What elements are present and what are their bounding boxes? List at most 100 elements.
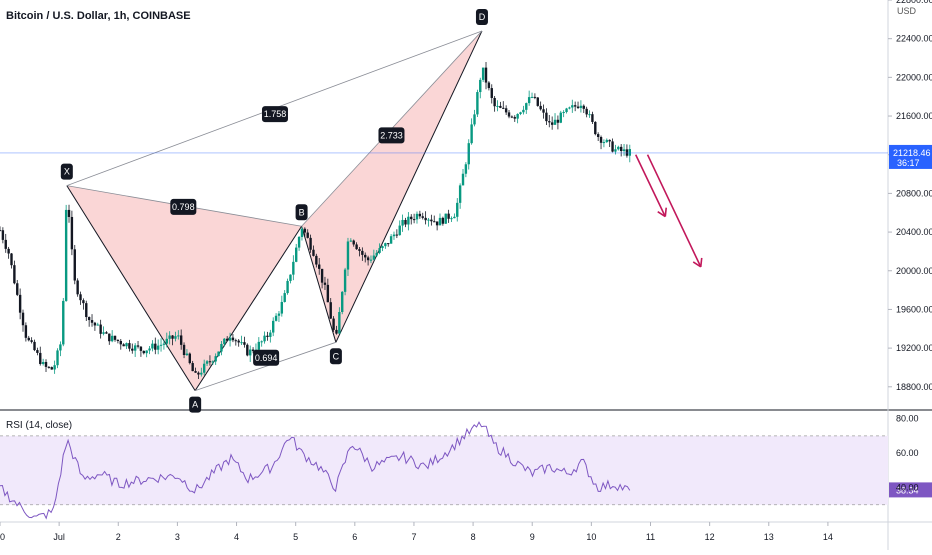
candle-body	[10, 253, 13, 266]
candle-body	[404, 219, 407, 225]
candle-body	[355, 244, 358, 250]
candle-body	[116, 339, 120, 341]
candle-body	[248, 349, 252, 356]
candle-body	[1, 230, 5, 240]
candle-body	[156, 345, 160, 350]
candle-body	[225, 338, 229, 341]
candle-body	[611, 141, 614, 152]
candle-body	[461, 173, 465, 186]
candle-body	[174, 336, 177, 339]
pattern-point-b-badge	[295, 204, 308, 221]
candle-body	[542, 109, 545, 113]
candle-body	[349, 240, 353, 242]
candle-body	[323, 282, 327, 285]
candle-body	[364, 254, 367, 258]
candle-body	[300, 228, 304, 238]
pattern-leg-xa	[66, 185, 196, 391]
candle-body	[479, 79, 482, 93]
pattern-point-d: D	[479, 12, 486, 22]
candle-body	[579, 105, 583, 108]
candle-body	[50, 367, 53, 370]
candle-body	[67, 209, 71, 217]
price-tick-label: 20800.00	[896, 188, 932, 198]
time-tick-label: 14	[823, 532, 833, 542]
candle-body	[522, 109, 525, 113]
projection-arrow-2	[646, 154, 702, 268]
candle-body	[237, 340, 240, 343]
candle-body	[550, 122, 554, 125]
candle-body	[398, 225, 401, 236]
pattern-point-d-badge	[475, 8, 488, 25]
candle-body	[573, 105, 577, 107]
pattern-triangle-bcd	[301, 30, 482, 343]
harmonic-pattern[interactable]	[66, 30, 483, 392]
candle-body	[0, 230, 2, 232]
candle-body	[381, 246, 384, 249]
candle-body	[421, 216, 424, 218]
rsi-tick-label: 60.00	[896, 448, 919, 458]
candle-body	[412, 219, 416, 221]
candle-body	[165, 338, 168, 344]
projection-arrows[interactable]	[634, 154, 703, 268]
candle-body	[228, 337, 232, 341]
candle-body	[562, 112, 565, 114]
chart-title: Bitcoin / U.S. Dollar, 1h, COINBASE	[6, 10, 191, 22]
time-tick-label: 12	[705, 532, 715, 542]
pattern-labels: X A B C D 1.758 0.798 2.733 0.694	[60, 8, 488, 413]
candle-body	[456, 202, 459, 217]
last-price-value: 21218.46	[893, 148, 931, 158]
candle-body	[326, 284, 330, 303]
candle-body	[315, 255, 318, 265]
ratio-badge	[253, 349, 280, 366]
candle-body	[568, 107, 571, 109]
last-price-tag	[889, 144, 932, 169]
candle-body	[329, 302, 332, 319]
candle-body	[401, 219, 404, 226]
time-tick-label: 9	[530, 532, 535, 542]
candle-body	[507, 112, 511, 117]
candle-body	[4, 239, 7, 249]
candle-body	[283, 293, 286, 302]
candle-body	[266, 335, 269, 337]
candle-body	[617, 146, 620, 150]
candle-body	[188, 353, 192, 364]
candle-body	[372, 255, 376, 260]
candle-body	[148, 348, 151, 351]
candle-body	[430, 219, 433, 222]
time-tick-label: 6	[352, 532, 357, 542]
candle-body	[470, 124, 473, 144]
candle-body	[194, 371, 197, 373]
time-tick-label: 5	[293, 532, 298, 542]
price-tick-label: 22400.00	[896, 34, 932, 44]
pattern-point-a: A	[192, 400, 198, 410]
price-tick-label: 19200.00	[896, 343, 932, 353]
candle-body	[205, 361, 209, 364]
ratio-label: 0.798	[172, 202, 195, 212]
candle-body	[30, 340, 33, 342]
candle-body	[565, 108, 568, 113]
candle-body	[389, 236, 393, 244]
candle-body	[125, 343, 128, 347]
pattern-point-b: B	[299, 207, 305, 217]
candle-body	[375, 252, 378, 256]
candle-body	[243, 342, 246, 345]
candle-body	[41, 361, 45, 364]
candle-body	[85, 303, 88, 318]
candle-body	[410, 216, 413, 220]
candle-body	[272, 320, 275, 333]
candle-body	[424, 217, 427, 221]
candle-body	[602, 142, 606, 144]
candle-body	[214, 356, 217, 362]
candle-body	[415, 213, 419, 220]
candle-body	[131, 348, 134, 351]
candle-body	[280, 301, 284, 314]
candle-body	[513, 117, 516, 119]
candle-body	[36, 350, 39, 353]
ratio-label: 1.758	[264, 109, 287, 119]
candle-body	[119, 340, 122, 345]
candle-body	[332, 318, 335, 330]
pattern-point-x-badge	[60, 163, 73, 180]
candle-body	[39, 352, 42, 364]
rsi-value-label: 38.34	[896, 485, 919, 495]
